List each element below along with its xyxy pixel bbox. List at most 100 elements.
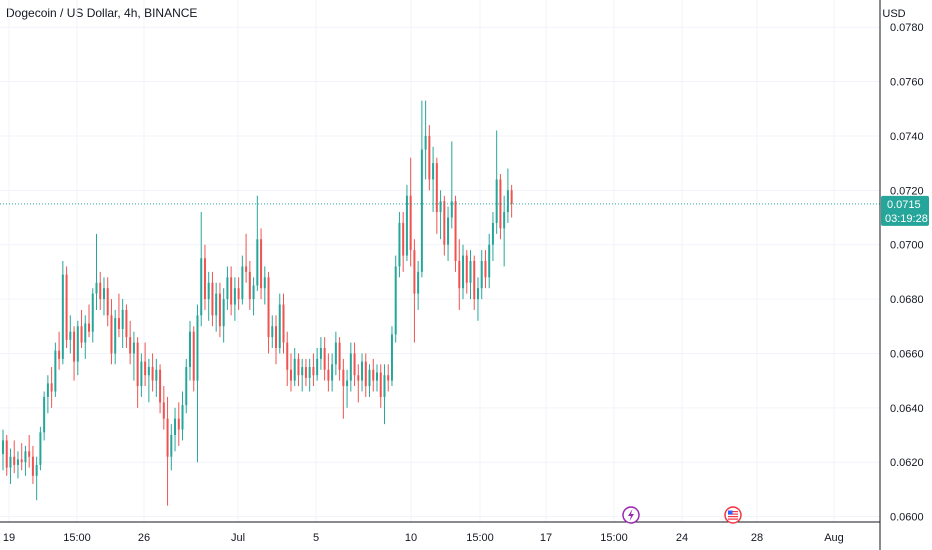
candle-body — [260, 239, 263, 289]
candle-body — [73, 331, 76, 362]
candle-body — [424, 135, 427, 150]
candle — [376, 364, 378, 392]
candle — [136, 337, 139, 408]
candle — [28, 435, 31, 468]
candle — [132, 331, 135, 381]
candle — [405, 184, 408, 261]
candle-body — [91, 293, 94, 332]
price-tick-label: 0.0640 — [890, 403, 924, 415]
chart-title: Dogecoin / US Dollar, 4h, BINANCE — [6, 6, 198, 20]
candle-body — [61, 274, 64, 359]
candle-body — [286, 342, 289, 370]
candle-body — [69, 331, 72, 340]
candle-body — [458, 261, 461, 289]
candle-body — [215, 293, 218, 316]
candle-body — [443, 201, 446, 245]
candle — [275, 315, 278, 365]
candle — [207, 271, 210, 321]
candle — [402, 212, 405, 272]
candle — [420, 100, 423, 278]
candle — [20, 443, 23, 471]
candle-body — [413, 250, 416, 294]
candle-body — [319, 348, 322, 359]
candle-body — [488, 244, 491, 278]
lightning-event-icon[interactable] — [622, 506, 640, 524]
current-price-label-bg — [881, 195, 929, 226]
candle — [286, 331, 289, 387]
candle-body — [439, 201, 442, 213]
candle-body — [39, 432, 42, 465]
candle — [308, 358, 311, 392]
candle-body — [144, 361, 147, 376]
candle-body — [222, 299, 225, 327]
candle-body — [289, 369, 292, 381]
candle-body — [342, 369, 345, 387]
candle-body — [76, 326, 79, 362]
candle-body — [405, 195, 408, 256]
price-tick-label: 0.0760 — [890, 77, 924, 89]
candle-body — [170, 435, 173, 457]
candle — [140, 353, 143, 397]
candle — [211, 271, 214, 327]
time-tick-label: 17 — [540, 532, 552, 544]
candle — [267, 271, 270, 354]
candle — [413, 239, 416, 343]
candle — [215, 282, 218, 332]
candle — [443, 195, 446, 256]
candle-body — [166, 418, 169, 457]
candle — [316, 348, 319, 381]
time-tick-label: 10 — [405, 532, 417, 544]
candle-body — [237, 288, 240, 300]
candle-body — [316, 358, 319, 376]
candle — [304, 358, 307, 387]
candle — [334, 331, 337, 376]
candle-body — [346, 380, 349, 387]
candle — [289, 353, 292, 392]
candle-body — [110, 315, 113, 354]
candle — [181, 391, 184, 441]
candle-body — [293, 358, 296, 381]
candle-body — [349, 353, 352, 381]
candle — [323, 337, 326, 381]
candle — [166, 396, 169, 506]
candle — [95, 233, 98, 310]
candle-body — [409, 195, 412, 251]
candle-body — [54, 350, 57, 392]
time-tick-label: 15:00 — [600, 532, 628, 544]
candle-body — [248, 271, 251, 300]
candle — [499, 174, 502, 240]
candle — [177, 402, 180, 446]
candle — [338, 337, 341, 381]
candle-body — [102, 288, 105, 300]
candle — [491, 212, 494, 261]
candle — [447, 206, 450, 261]
candle-body — [31, 456, 34, 476]
candle-body — [192, 331, 195, 381]
time-tick-label: 5 — [313, 532, 319, 544]
candle — [73, 326, 76, 381]
candle-body — [327, 369, 330, 381]
candle — [241, 255, 244, 305]
candle — [312, 353, 315, 387]
candle-body — [80, 326, 83, 343]
candle — [252, 277, 255, 316]
candle — [327, 353, 330, 392]
candle — [50, 367, 53, 408]
candle-body — [364, 361, 367, 387]
candle — [174, 407, 177, 452]
us-flag-event-icon[interactable] — [724, 506, 742, 524]
candle-body — [121, 309, 124, 329]
currency-selector-button[interactable]: USD — [882, 8, 906, 20]
candle — [155, 358, 158, 397]
candle-body — [13, 456, 16, 465]
candle — [387, 364, 390, 392]
candle — [353, 342, 356, 387]
candle — [398, 212, 401, 278]
candle — [99, 271, 102, 310]
candle — [282, 293, 285, 354]
candle-body — [499, 179, 502, 229]
candle — [245, 233, 248, 283]
candle — [24, 445, 27, 476]
candle — [510, 184, 513, 218]
